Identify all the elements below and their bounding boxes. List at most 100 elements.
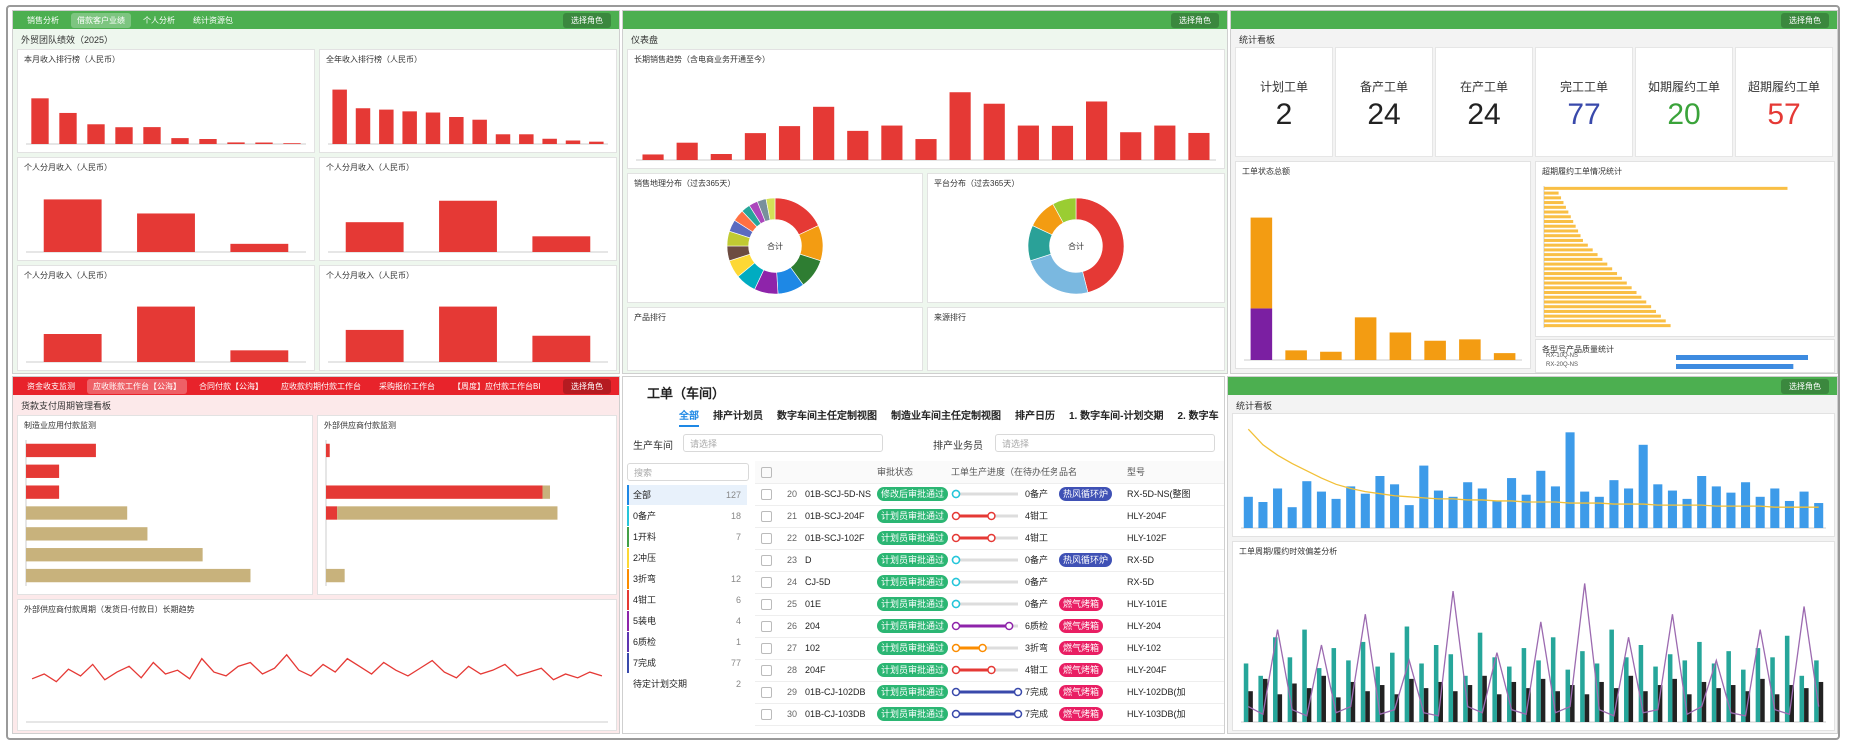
group-item: 待定计划交期 2	[627, 674, 747, 694]
bar	[1716, 688, 1721, 722]
bar	[326, 568, 345, 583]
progress-dot	[951, 555, 961, 565]
bar	[1711, 663, 1717, 722]
bar	[1365, 691, 1370, 722]
bar	[26, 548, 203, 562]
bar	[1390, 652, 1395, 722]
bar	[1599, 681, 1604, 722]
bar	[1550, 486, 1560, 528]
kpi-value: 24	[1467, 98, 1501, 131]
bar	[1017, 125, 1039, 160]
progress-dot	[1013, 687, 1023, 697]
bar	[1346, 486, 1356, 528]
bar	[1544, 295, 1642, 299]
bar	[1346, 660, 1351, 722]
row-number: 28	[786, 665, 797, 675]
bar	[1818, 681, 1824, 722]
group-name: 全部	[633, 490, 652, 500]
checkbox	[761, 621, 772, 632]
tab: 【周度】应付款工作台BI	[453, 381, 541, 391]
view-tab: 数字车间主任定制视图	[777, 411, 877, 422]
bar	[1302, 481, 1312, 528]
stage: 4钳工	[1025, 511, 1049, 521]
group-item: 2冲压	[627, 548, 747, 568]
kpi-card: 在产工单 24	[1435, 47, 1533, 157]
progress-bar	[951, 555, 1018, 565]
window: 选择角色 统计看板 工单周期/履约时效偏差分析	[1227, 376, 1838, 734]
model: RX-5D	[1127, 577, 1155, 587]
tab: 资金收支监测	[27, 381, 75, 391]
bar	[1544, 215, 1571, 219]
bar	[1745, 691, 1751, 722]
kpi-label: 如期履约工单	[1647, 80, 1720, 94]
tab: 借款客户业绩	[71, 12, 131, 28]
chart-card: 产品排行	[627, 307, 923, 371]
kpi-value: 57	[1767, 98, 1801, 131]
work-order-code: 01B-SCJ-204F	[805, 511, 865, 521]
bar	[43, 199, 102, 252]
bar	[1550, 637, 1556, 722]
bar	[1404, 505, 1414, 528]
chart-title: 各型号产品质量统计	[1542, 345, 1614, 354]
bar	[1760, 678, 1765, 722]
progress-bar	[951, 665, 1018, 675]
bar	[1544, 262, 1608, 266]
donut-slice	[765, 197, 776, 221]
bar	[1555, 691, 1560, 722]
progress-dot	[987, 511, 996, 521]
bar	[1682, 660, 1688, 722]
chart-plot	[26, 199, 306, 253]
bar	[1682, 498, 1692, 528]
bar	[1287, 657, 1293, 722]
bar	[1594, 496, 1604, 528]
tab: 应收款约期付款工作台	[281, 381, 361, 391]
bar	[565, 140, 581, 144]
bar	[1258, 675, 1263, 722]
chart-plot	[26, 653, 608, 723]
window: 选择角色 统计看板 计划工单 2 备产工单 24 在产工单 24 完工工单 77 如期履约工单 2…	[1230, 10, 1838, 374]
bar	[31, 98, 49, 144]
row-number: 30	[786, 709, 797, 719]
bar	[813, 106, 835, 160]
table-row: 20 01B-SCJ-5D-NS 修改后审批通过 0备产 热风循环炉 RX-5D-NS(整…	[755, 483, 1224, 506]
view-tab: 制造业车间主任定制视图	[891, 411, 1001, 422]
bar	[1390, 484, 1400, 528]
role-button: 选择角色	[563, 12, 611, 28]
progress-dot	[987, 533, 996, 543]
checkbox	[761, 467, 772, 478]
bar	[1086, 101, 1108, 160]
bar	[227, 142, 245, 144]
chart-title: 来源排行	[934, 313, 966, 322]
chart-title: 外部供应商付款周期（发货日-付款日）长期趋势	[24, 605, 195, 614]
bar	[1316, 668, 1322, 722]
chart-card	[1232, 413, 1835, 537]
progress-start	[951, 533, 961, 543]
bar	[345, 329, 404, 362]
bar	[1477, 632, 1483, 722]
chart-title: 本月收入排行榜（人民币）	[24, 55, 120, 64]
bar	[1350, 681, 1356, 722]
bar	[1544, 224, 1576, 228]
bar	[1273, 637, 1278, 722]
view-tabs: 全部 排产计划员 数字车间主任定制视图 制造业车间主任定制视图 排产日历 1. 数字车间-…	[679, 407, 1219, 427]
status-tag: 计划员审批通过	[877, 619, 949, 633]
window: 工单（车间） 全部 排产计划员 数字车间主任定制视图 制造业车间主任定制视图 排产日历 1…	[622, 376, 1225, 734]
bar	[1544, 281, 1627, 285]
progress-dot	[951, 599, 961, 609]
chart-plot	[1241, 583, 1826, 723]
chart-plot	[325, 440, 558, 586]
chart-title: 个人分月收入（人民币）	[326, 271, 414, 280]
group-name: 7完成	[633, 658, 657, 668]
chart-title: 平台分布（过去365天）	[934, 179, 1020, 188]
item-name: RX-20Q-NS	[1546, 362, 1579, 368]
chart-title: 个人分月收入（人民币）	[24, 271, 112, 280]
checkbox	[761, 577, 772, 588]
table-row: 30 01B-CJ-103DB 计划员审批通过 7完成 燃气烤箱 HLY-103DB(加	[755, 703, 1224, 726]
bar	[1770, 488, 1780, 528]
bar	[1638, 645, 1644, 722]
line-series	[1247, 428, 1819, 508]
bar	[1051, 125, 1074, 160]
bar	[26, 485, 60, 499]
bar	[1544, 229, 1579, 233]
window-title: 统计看板	[1236, 401, 1273, 411]
